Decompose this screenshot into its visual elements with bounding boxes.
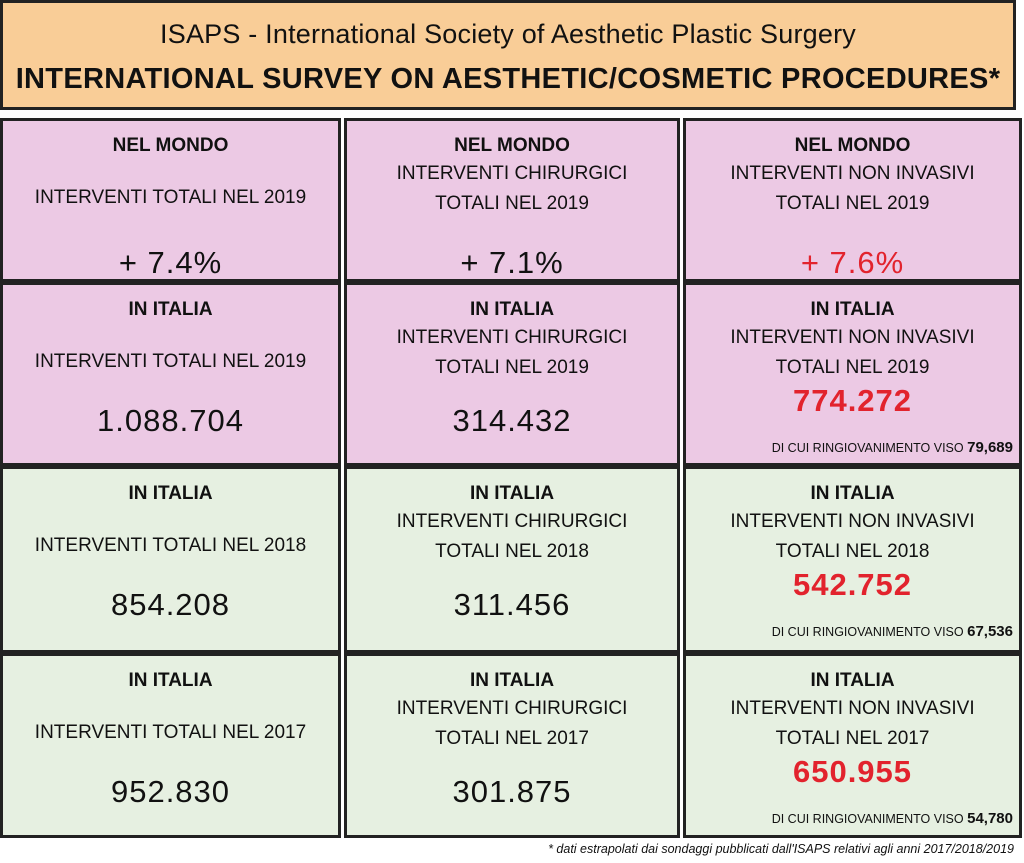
cell-description: INTERVENTI TOTALI NEL 2019 (34, 351, 307, 372)
cell-heading: IN ITALIA (810, 299, 895, 320)
cell-description-line1: INTERVENTI CHIRURGICI (396, 327, 628, 348)
cell-value: 650.955 (792, 754, 913, 789)
cell-description-line2: TOTALI NEL 2019 (775, 357, 930, 378)
cell-heading: IN ITALIA (128, 670, 213, 691)
cell-description-line1: INTERVENTI CHIRURGICI (396, 511, 628, 532)
cell-italy-total-2018: IN ITALIA INTERVENTI TOTALI NEL 2018 854… (0, 466, 341, 653)
cell-description: INTERVENTI CHIRURGICI TOTALI NEL 2019 (347, 323, 677, 383)
cell-italy-surgical-2019: IN ITALIA INTERVENTI CHIRURGICI TOTALI N… (344, 282, 680, 466)
cell-world-noninvasive-2019: NEL MONDO INTERVENTI NON INVASIVI TOTALI… (683, 118, 1022, 282)
cell-heading: NEL MONDO (454, 135, 570, 156)
cell-value: 314.432 (452, 403, 572, 438)
header-subtitle: INTERNATIONAL SURVEY ON AESTHETIC/COSMET… (15, 63, 1001, 95)
cell-italy-noninvasive-2017: IN ITALIA INTERVENTI NON INVASIVI TOTALI… (683, 653, 1022, 838)
cell-world-total-2019: NEL MONDO INTERVENTI TOTALI NEL 2019 + 7… (0, 118, 341, 282)
cell-description: INTERVENTI NON INVASIVI TOTALI NEL 2017 (686, 694, 1019, 754)
cell-heading: IN ITALIA (128, 483, 213, 504)
cell-value: + 7.1% (460, 245, 564, 280)
cell-description-line2: TOTALI NEL 2018 (775, 541, 930, 562)
cell-world-surgical-2019: NEL MONDO INTERVENTI CHIRURGICI TOTALI N… (344, 118, 680, 282)
cell-heading: IN ITALIA (128, 299, 213, 320)
cell-description: INTERVENTI TOTALI NEL 2018 (34, 535, 307, 556)
header-title: ISAPS - International Society of Aesthet… (160, 19, 856, 49)
cell-description: INTERVENTI TOTALI NEL 2017 (34, 722, 307, 743)
cell-description-line1: INTERVENTI CHIRURGICI (396, 698, 628, 719)
face-rejuvenation-note: DI CUI RINGIOVANIMENTO VISO 79,689 (686, 439, 1013, 456)
note-label: DI CUI RINGIOVANIMENTO VISO (771, 625, 964, 639)
cell-italy-surgical-2018: IN ITALIA INTERVENTI CHIRURGICI TOTALI N… (344, 466, 680, 653)
cell-description-line2: TOTALI NEL 2019 (435, 357, 589, 378)
cell-value: + 7.4% (118, 245, 223, 280)
cell-description-line1: INTERVENTI NON INVASIVI (730, 163, 975, 184)
footnote: * dati estrapolati dai sondaggi pubblica… (548, 842, 1014, 856)
cell-description-line2: TOTALI NEL 2019 (775, 193, 930, 214)
cell-description-line1: INTERVENTI CHIRURGICI (396, 163, 628, 184)
cell-heading: NEL MONDO (112, 135, 229, 156)
cell-heading: IN ITALIA (469, 483, 555, 504)
cell-description-line1: INTERVENTI NON INVASIVI (730, 511, 975, 532)
cell-italy-noninvasive-2018: IN ITALIA INTERVENTI NON INVASIVI TOTALI… (683, 466, 1022, 653)
cell-description-line1: INTERVENTI NON INVASIVI (730, 327, 975, 348)
cell-heading: IN ITALIA (810, 483, 895, 504)
cell-italy-total-2017: IN ITALIA INTERVENTI TOTALI NEL 2017 952… (0, 653, 341, 838)
cell-description-line1: INTERVENTI NON INVASIVI (730, 698, 975, 719)
cell-heading: IN ITALIA (469, 670, 555, 691)
cell-italy-surgical-2017: IN ITALIA INTERVENTI CHIRURGICI TOTALI N… (344, 653, 680, 838)
cell-heading: NEL MONDO (794, 135, 911, 156)
face-rejuvenation-note: DI CUI RINGIOVANIMENTO VISO 54,780 (686, 810, 1013, 827)
cell-value: 774.272 (792, 383, 913, 418)
cell-description: INTERVENTI CHIRURGICI TOTALI NEL 2018 (347, 507, 677, 567)
cell-description: INTERVENTI CHIRURGICI TOTALI NEL 2017 (347, 694, 677, 754)
note-label: DI CUI RINGIOVANIMENTO VISO (771, 441, 964, 455)
cell-value: 952.830 (110, 774, 231, 809)
note-value: 54,780 (967, 810, 1013, 827)
cell-value: 301.875 (452, 774, 572, 809)
cell-heading: IN ITALIA (810, 670, 895, 691)
cell-description: INTERVENTI TOTALI NEL 2019 (34, 187, 307, 208)
cell-value: 311.456 (453, 587, 571, 622)
cell-italy-total-2019: IN ITALIA INTERVENTI TOTALI NEL 2019 1.0… (0, 282, 341, 466)
cell-value: + 7.6% (800, 245, 905, 280)
cell-description: INTERVENTI NON INVASIVI TOTALI NEL 2018 (686, 507, 1019, 567)
cell-description: INTERVENTI NON INVASIVI TOTALI NEL 2019 (686, 159, 1019, 219)
cell-description: INTERVENTI CHIRURGICI TOTALI NEL 2019 (347, 159, 677, 219)
header-banner: ISAPS - International Society of Aesthet… (0, 0, 1016, 110)
note-value: 79,689 (967, 439, 1013, 456)
note-label: DI CUI RINGIOVANIMENTO VISO (771, 812, 964, 826)
face-rejuvenation-note: DI CUI RINGIOVANIMENTO VISO 67,536 (686, 623, 1013, 640)
cell-description-line2: TOTALI NEL 2017 (435, 728, 589, 749)
cell-value: 854.208 (110, 587, 231, 622)
note-value: 67,536 (967, 623, 1013, 640)
cell-italy-noninvasive-2019: IN ITALIA INTERVENTI NON INVASIVI TOTALI… (683, 282, 1022, 466)
cell-value: 542.752 (792, 567, 913, 602)
cell-value: 1.088.704 (97, 403, 244, 438)
cell-description-line2: TOTALI NEL 2017 (775, 728, 930, 749)
cell-description-line2: TOTALI NEL 2018 (435, 541, 589, 562)
cell-heading: IN ITALIA (469, 299, 555, 320)
cell-description-line2: TOTALI NEL 2019 (435, 193, 589, 214)
cell-description: INTERVENTI NON INVASIVI TOTALI NEL 2019 (686, 323, 1019, 383)
